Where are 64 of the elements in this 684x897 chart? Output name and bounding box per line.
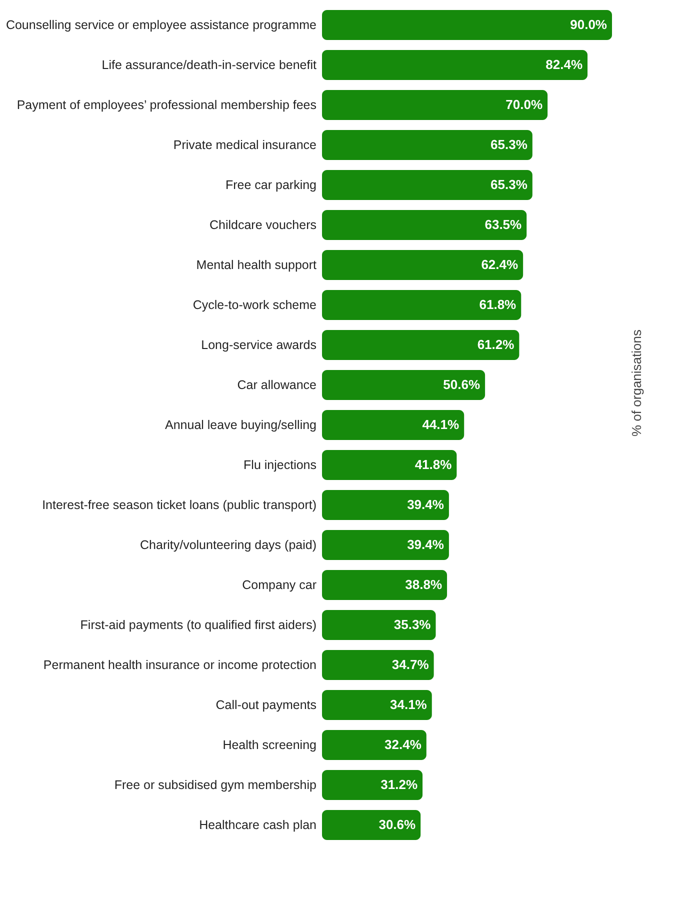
data-label: 34.1% <box>390 697 428 712</box>
y2-axis-title: % of organisations <box>629 329 644 436</box>
data-label: 44.1% <box>422 417 460 432</box>
y-tick-label: Cycle-to-work scheme <box>192 298 317 312</box>
y-tick-label: Charity/volunteering days (paid) <box>140 538 316 552</box>
bar <box>322 530 449 560</box>
data-label: 50.6% <box>443 377 480 392</box>
bar <box>322 290 522 320</box>
data-label: 30.6% <box>378 817 416 832</box>
y-tick-label: Car allowance <box>237 378 317 392</box>
bar <box>322 690 432 720</box>
y-tick-label: Flu injections <box>244 458 316 472</box>
data-label: 31.2% <box>380 777 418 792</box>
y-tick-label: Annual leave buying/selling <box>165 418 317 432</box>
bar <box>322 330 520 360</box>
y-tick-label: Permanent health insurance or income protection <box>43 658 317 672</box>
y-tick-label: Life assurance/death-in-service benefit <box>102 58 318 72</box>
y-tick-label: Interest-free season ticket loans (public transport) <box>42 498 316 512</box>
data-label: 41.8% <box>414 457 452 472</box>
y-tick-label: Mental health support <box>196 258 318 272</box>
data-label: 39.4% <box>407 537 444 552</box>
data-label: 70.0% <box>506 97 543 112</box>
y-tick-label: Call-out payments <box>216 698 316 712</box>
data-label: 38.8% <box>405 577 442 592</box>
data-label: 62.4% <box>481 257 518 272</box>
y-tick-label: Private medical insurance <box>173 138 317 152</box>
data-label: 34.7% <box>392 657 430 672</box>
bar <box>322 90 548 120</box>
y-tick-label: Long-service awards <box>201 338 316 352</box>
data-label: 63.5% <box>484 217 522 232</box>
bar <box>322 490 449 520</box>
bar <box>322 730 426 760</box>
y-tick-label: Healthcare cash plan <box>199 818 317 832</box>
y-tick-label: Childcare vouchers <box>210 218 316 232</box>
data-label: 90.0% <box>570 17 608 32</box>
bar <box>322 650 434 680</box>
bar <box>322 10 612 40</box>
data-label: 61.2% <box>477 337 515 352</box>
y-tick-label: Payment of employees’ professional membership fees <box>16 98 316 112</box>
y-tick-label: First-aid payments (to qualified first aiders) <box>80 618 316 632</box>
data-label: 35.3% <box>394 617 432 632</box>
y-tick-label: Counselling service or employee assistance programme <box>6 18 317 32</box>
bar <box>322 810 421 840</box>
y-tick-label: Free or subsidised gym membership <box>114 778 317 792</box>
data-label: 65.3% <box>490 137 528 152</box>
data-label: 65.3% <box>490 177 528 192</box>
y-tick-label: Company car <box>242 578 316 592</box>
y-tick-label: Free car parking <box>225 178 317 192</box>
y-tick-label: Health screening <box>222 738 317 752</box>
bar <box>322 610 436 640</box>
data-label: 32.4% <box>384 737 422 752</box>
bar <box>322 50 588 80</box>
bar <box>322 570 448 600</box>
data-label: 82.4% <box>546 57 583 72</box>
bar <box>322 250 524 280</box>
bar <box>322 450 457 480</box>
bar <box>322 170 532 200</box>
data-label: 61.8% <box>479 297 517 312</box>
bar <box>322 410 464 440</box>
bar <box>322 130 532 160</box>
bar <box>322 210 527 240</box>
data-label: 39.4% <box>407 497 444 512</box>
bar <box>322 370 486 400</box>
bar <box>322 770 423 800</box>
